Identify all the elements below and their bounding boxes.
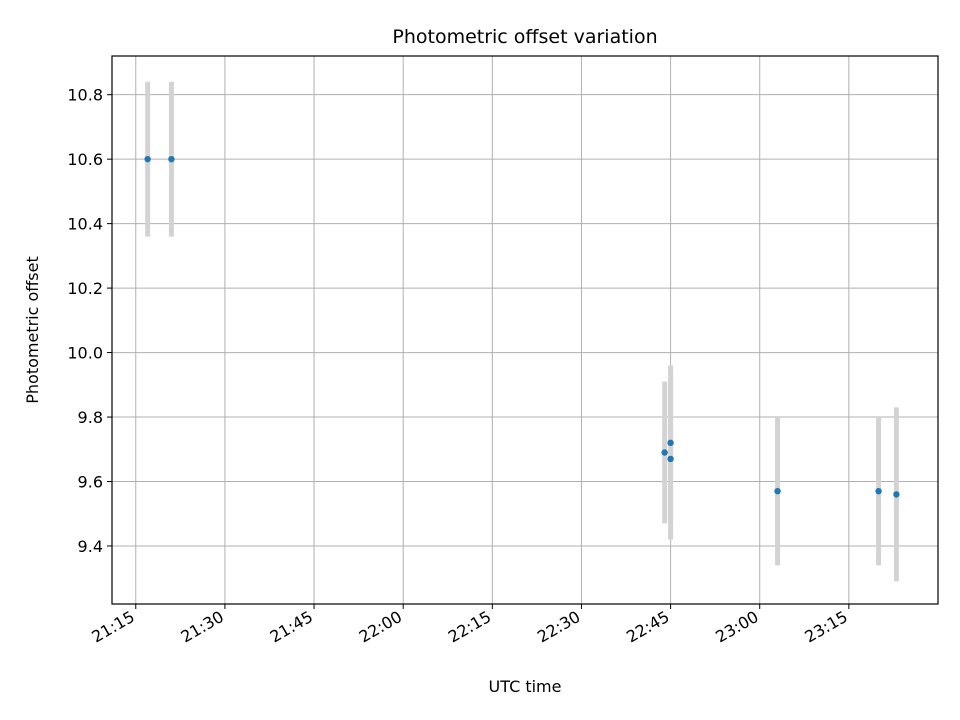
y-tick-label: 10.0 — [67, 344, 103, 363]
y-tick-label: 10.2 — [67, 279, 103, 298]
grid — [112, 56, 938, 604]
plot-frame — [111, 55, 939, 605]
data-point — [667, 439, 674, 447]
x-axis-label: UTC time — [489, 677, 562, 696]
data-point — [661, 449, 668, 456]
data-points — [144, 155, 900, 498]
y-tick-label: 9.4 — [78, 537, 103, 556]
data-point — [875, 487, 882, 495]
y-tick-label: 10.6 — [67, 150, 103, 169]
data-point — [144, 155, 151, 163]
y-tick-label: 9.6 — [78, 473, 103, 492]
chart-title: Photometric offset variation — [392, 26, 657, 48]
data-point — [774, 487, 781, 495]
y-tick-label: 10.4 — [67, 215, 103, 234]
y-axis-label: Photometric offset — [23, 256, 42, 404]
y-axis-ticks: 9.4 9.6 9.8 10.0 10.2 10.4 10.6 10.8 — [67, 86, 112, 556]
data-point — [667, 455, 674, 463]
y-tick-label: 9.8 — [78, 408, 103, 427]
data-point — [893, 491, 900, 498]
data-point — [168, 155, 175, 163]
y-tick-label: 10.8 — [67, 86, 103, 105]
